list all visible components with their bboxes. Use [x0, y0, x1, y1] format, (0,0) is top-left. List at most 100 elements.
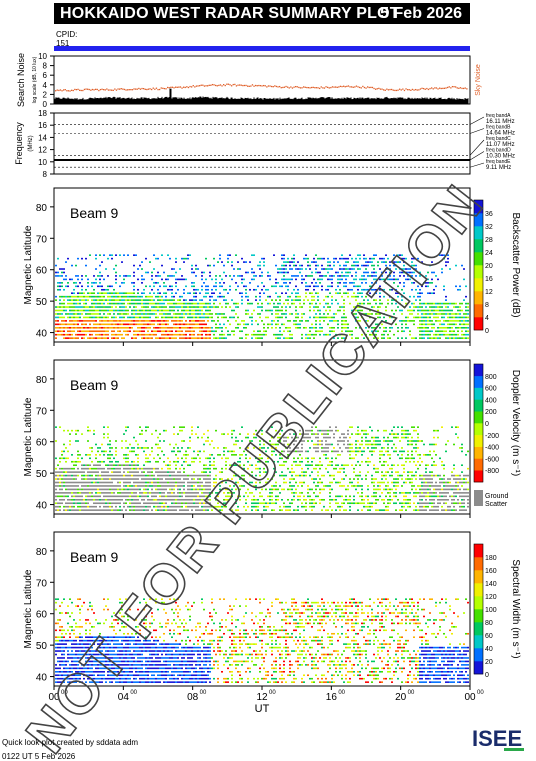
rti-cell [225, 337, 227, 339]
rti-cell [79, 471, 81, 473]
rti-cell [301, 471, 303, 473]
rti-cell [295, 488, 297, 491]
rti-cell [105, 330, 107, 333]
rti-cell [115, 326, 117, 329]
rti-cell [175, 292, 177, 295]
rti-cell [455, 313, 457, 315]
rti-cell [257, 457, 259, 460]
rti-cell [193, 330, 195, 333]
rti-cell [415, 268, 417, 270]
rti-cell [173, 299, 175, 301]
rti-cell [269, 440, 271, 442]
rti-cell [207, 505, 209, 508]
rti-cell [215, 275, 217, 277]
rti-cell [421, 333, 423, 336]
rti-cell [459, 285, 461, 288]
rti-cell [77, 467, 79, 470]
rti-cell [87, 471, 89, 473]
sky-noise-point [152, 87, 154, 89]
rti-cell [315, 313, 317, 315]
rti-cell [71, 333, 73, 336]
rti-cell [71, 505, 73, 508]
rti-cell [129, 443, 131, 446]
rti-cell [215, 467, 217, 470]
rti-cell [165, 471, 167, 473]
rti-cell [295, 292, 297, 295]
rti-cell [99, 313, 101, 315]
rti-cell [255, 337, 257, 339]
rti-cell [183, 337, 185, 339]
rti-cell [115, 471, 117, 473]
rti-cell [93, 292, 95, 295]
rti-cell [243, 474, 245, 477]
rti-cell [73, 320, 75, 322]
rti-cell [59, 306, 61, 308]
rti-cell [133, 436, 135, 439]
sky-noise-point [85, 88, 87, 90]
rti-cell [169, 306, 171, 308]
rti-cell [113, 337, 115, 339]
rti-cell [301, 481, 303, 484]
rti-cell [321, 278, 323, 281]
rti-cell [125, 474, 127, 477]
rti-cell [283, 264, 285, 267]
rti-cell [297, 495, 299, 498]
rti-cell [429, 313, 431, 315]
rti-cell [83, 302, 85, 305]
rti-cell [373, 333, 375, 336]
rti-cell [459, 320, 461, 322]
rti-cell [309, 275, 311, 277]
rti-cell [181, 323, 183, 326]
rti-cell [247, 323, 249, 326]
rti-cell [413, 302, 415, 305]
rti-cell [141, 509, 143, 511]
rti-cell [239, 485, 241, 487]
rti-cell [67, 282, 69, 284]
sky-noise-point [139, 88, 142, 90]
rti-cell [211, 278, 213, 281]
rti-cell [345, 316, 347, 319]
rti-cell [233, 333, 235, 336]
rti-cell [153, 474, 155, 477]
rti-cell [137, 333, 139, 336]
rti-cell [231, 436, 233, 439]
rti-cell [371, 333, 373, 336]
rti-cell [149, 326, 151, 329]
rti-cell [89, 316, 91, 319]
rti-cell [311, 261, 313, 263]
rti-cell [343, 257, 345, 260]
sky-noise-point [83, 88, 86, 91]
rti-cell [89, 481, 91, 484]
rti-cell [141, 275, 143, 277]
rti-cell [459, 302, 461, 305]
rti-cell [89, 447, 91, 449]
rti-cell [191, 502, 193, 505]
rti-cell [199, 457, 201, 460]
rti-cell [85, 333, 87, 336]
rti-cell [169, 299, 171, 301]
rti-cell [123, 323, 125, 326]
rti-cell [439, 320, 441, 322]
rti-cell [243, 464, 245, 467]
rti-cell [157, 509, 159, 511]
rti-cell [57, 326, 59, 329]
rti-cell [179, 313, 181, 315]
rti-cell [65, 460, 67, 463]
rti-cell [183, 481, 185, 484]
rti-cell [425, 326, 427, 329]
sky-noise-point [434, 87, 436, 89]
rti-cell [245, 326, 247, 329]
rti-cell [125, 495, 127, 498]
rti-cell [161, 467, 163, 470]
rti-cell [87, 481, 89, 484]
rti-cell [267, 457, 269, 460]
rti-cell [157, 320, 159, 322]
rti-cell [205, 495, 207, 498]
sky-noise-point [61, 90, 63, 92]
rti-cell [255, 485, 257, 487]
rti-cell [263, 502, 265, 505]
rti-cell [189, 309, 191, 312]
rti-cell [415, 288, 417, 291]
rti-cell [443, 326, 445, 329]
rti-cell [263, 485, 265, 487]
